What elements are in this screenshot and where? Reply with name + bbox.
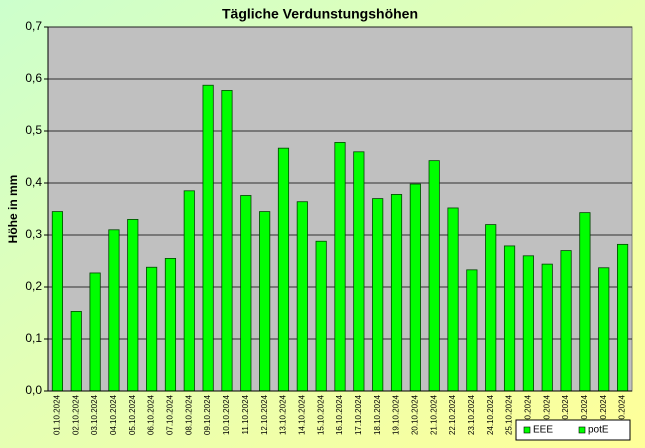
x-tick-label: 31.10.2024 [618,394,627,435]
y-tick-label: 0,6 [25,71,42,85]
x-tick-label: 04.10.2024 [109,394,118,435]
bar [428,160,440,392]
bar [108,229,120,392]
bar [277,147,290,392]
bar [560,250,572,392]
x-tick-label: 05.10.2024 [128,394,137,435]
x-tick-label: 26.10.2024 [523,394,532,435]
x-tick-label: 12.10.2024 [260,394,269,435]
y-tick-label: 0,0 [25,383,42,397]
bar [146,266,158,392]
bar [466,269,478,392]
x-tick-label: 10.10.2024 [222,394,231,435]
bar [89,272,101,392]
bar [296,201,308,392]
bar [334,142,346,392]
x-tick-label: 19.10.2024 [392,394,401,435]
bar [51,211,63,392]
y-tick-label: 0,3 [25,227,42,241]
x-tick-label: 09.10.2024 [203,394,212,435]
x-tick-label: 27.10.2024 [542,394,551,435]
bar [353,151,365,392]
bar [503,245,516,392]
x-tick-label: 20.10.2024 [410,394,419,435]
x-tick-label: 28.10.2024 [561,394,570,435]
y-tick-label: 0,7 [25,19,42,33]
bar [164,257,177,392]
x-tick-label: 30.10.2024 [599,394,608,435]
x-tick-label: 02.10.2024 [71,394,80,435]
x-tick-label: 01.10.2024 [53,394,62,435]
bar [541,263,553,392]
legend-label: potE [588,425,609,436]
x-tick-label: 06.10.2024 [147,394,156,435]
y-tick-label: 0,1 [25,331,42,345]
x-tick-label: 17.10.2024 [354,394,363,435]
bar [70,311,82,392]
x-tick-label: 14.10.2024 [297,394,306,435]
legend-label: EEE [533,425,553,436]
legend-box [515,419,631,441]
x-tick-label: 23.10.2024 [467,394,476,435]
x-tick-label: 13.10.2024 [279,394,288,435]
bar [522,255,534,392]
bar [598,267,610,392]
x-tick-label: 18.10.2024 [373,394,382,435]
x-tick-label: 22.10.2024 [448,394,457,435]
x-tick-label: 03.10.2024 [90,394,99,435]
x-tick-label: 15.10.2024 [316,394,325,435]
legend-swatch [523,426,531,434]
x-tick-label: 24.10.2024 [486,394,495,435]
x-tick-label: 08.10.2024 [184,394,193,435]
bar [617,243,629,392]
y-axis-label: Höhe in mm [6,175,20,244]
bar [240,195,252,392]
bar [390,194,403,392]
bar [221,90,233,392]
bar [579,212,591,392]
x-tick-label: 21.10.2024 [429,394,438,435]
y-tick-label: 0,5 [25,123,42,137]
chart-title: Tägliche Verdunstungshöhen [222,6,418,22]
bar [485,224,497,392]
bar [409,183,421,392]
x-tick-label: 29.10.2024 [580,394,589,435]
bar [315,240,327,392]
bar [202,84,214,392]
y-tick-label: 0,4 [25,175,42,189]
bar [372,198,384,392]
bar [183,190,195,392]
bar [447,207,459,392]
x-tick-label: 25.10.2024 [505,394,514,435]
x-tick-label: 11.10.2024 [241,394,250,434]
y-tick-label: 0,2 [25,279,42,293]
legend-swatch [578,426,586,434]
x-tick-label: 07.10.2024 [166,394,175,435]
x-tick-label: 16.10.2024 [335,394,344,435]
bar [127,218,139,392]
bar [259,211,271,392]
